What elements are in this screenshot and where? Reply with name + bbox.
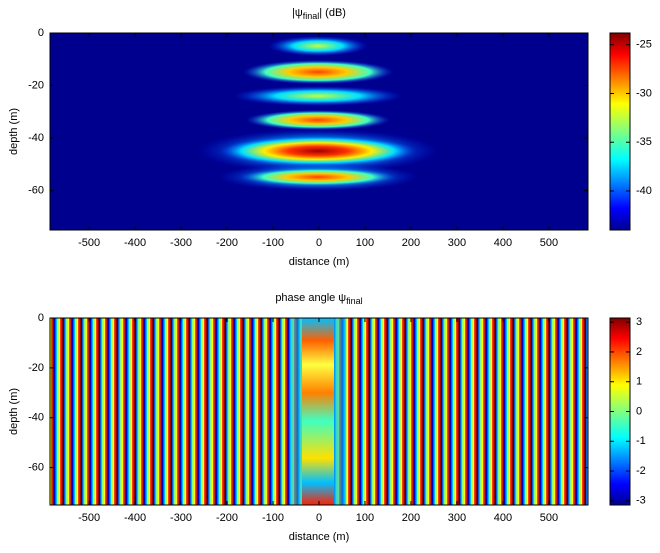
title-tail: | (dB) xyxy=(319,7,346,19)
x-axis-label: distance (m) xyxy=(289,256,350,268)
x-tick-label: 200 xyxy=(402,512,420,524)
x-tick-label: -200 xyxy=(216,237,238,249)
y-tick-label: -40 xyxy=(28,132,44,144)
colorbar-tick-label: -35 xyxy=(636,136,652,148)
x-tick-label: -100 xyxy=(262,512,284,524)
colorbar-tick-label: -30 xyxy=(636,87,652,99)
colorbar xyxy=(609,32,631,231)
y-tick-label: 0 xyxy=(38,312,44,324)
x-tick-label: 400 xyxy=(494,512,512,524)
x-tick-label: -200 xyxy=(216,512,238,524)
y-tick-label: -20 xyxy=(28,362,44,374)
colorbar-tick-label: 1 xyxy=(636,376,642,388)
x-tick-label: -300 xyxy=(170,237,192,249)
x-tick-label: 300 xyxy=(448,512,466,524)
x-tick-label: 0 xyxy=(316,512,322,524)
x-tick-label: 0 xyxy=(316,237,322,249)
x-axis-label: distance (m) xyxy=(289,531,350,543)
colorbar-tick-label: -1 xyxy=(636,435,646,447)
y-tick-label: 0 xyxy=(38,27,44,39)
x-tick-label: 500 xyxy=(540,512,558,524)
colorbar-tick-label: -25 xyxy=(636,39,652,51)
y-axis-label: depth (m) xyxy=(8,108,20,155)
title-sub: final xyxy=(303,11,320,21)
colorbar-tick-label: 3 xyxy=(636,316,642,328)
y-tick-label: -40 xyxy=(28,412,44,424)
y-tick-label: -20 xyxy=(28,79,44,91)
title-sub: final xyxy=(346,296,363,306)
heatmap-field xyxy=(50,33,588,230)
x-tick-label: -300 xyxy=(170,512,192,524)
x-tick-label: -400 xyxy=(124,237,146,249)
title-main: |ψ xyxy=(292,7,303,19)
chart-title: |ψfinal| (dB) xyxy=(292,7,346,21)
x-tick-label: -500 xyxy=(78,512,100,524)
phase-field xyxy=(50,318,588,505)
y-tick-label: -60 xyxy=(28,462,44,474)
x-tick-label: -100 xyxy=(262,237,284,249)
x-tick-label: 100 xyxy=(356,237,374,249)
x-tick-label: 200 xyxy=(402,237,420,249)
colorbar-tick-label: 0 xyxy=(636,405,642,417)
x-tick-label: 400 xyxy=(494,237,512,249)
chart-title: phase angle ψfinal xyxy=(275,292,362,306)
y-axis-label: depth (m) xyxy=(8,388,20,435)
x-tick-label: -500 xyxy=(78,237,100,249)
x-tick-label: 500 xyxy=(540,237,558,249)
colorbar-tick-label: -40 xyxy=(636,185,652,197)
x-tick-label: 300 xyxy=(448,237,466,249)
title-main: phase angle ψ xyxy=(275,292,346,304)
x-tick-label: 100 xyxy=(356,512,374,524)
colorbar-tick-label: 2 xyxy=(636,346,642,358)
colorbar-tick-label: -3 xyxy=(636,495,646,507)
y-tick-label: -60 xyxy=(28,185,44,197)
colorbar-tick-label: -2 xyxy=(636,465,646,477)
x-tick-label: -400 xyxy=(124,512,146,524)
